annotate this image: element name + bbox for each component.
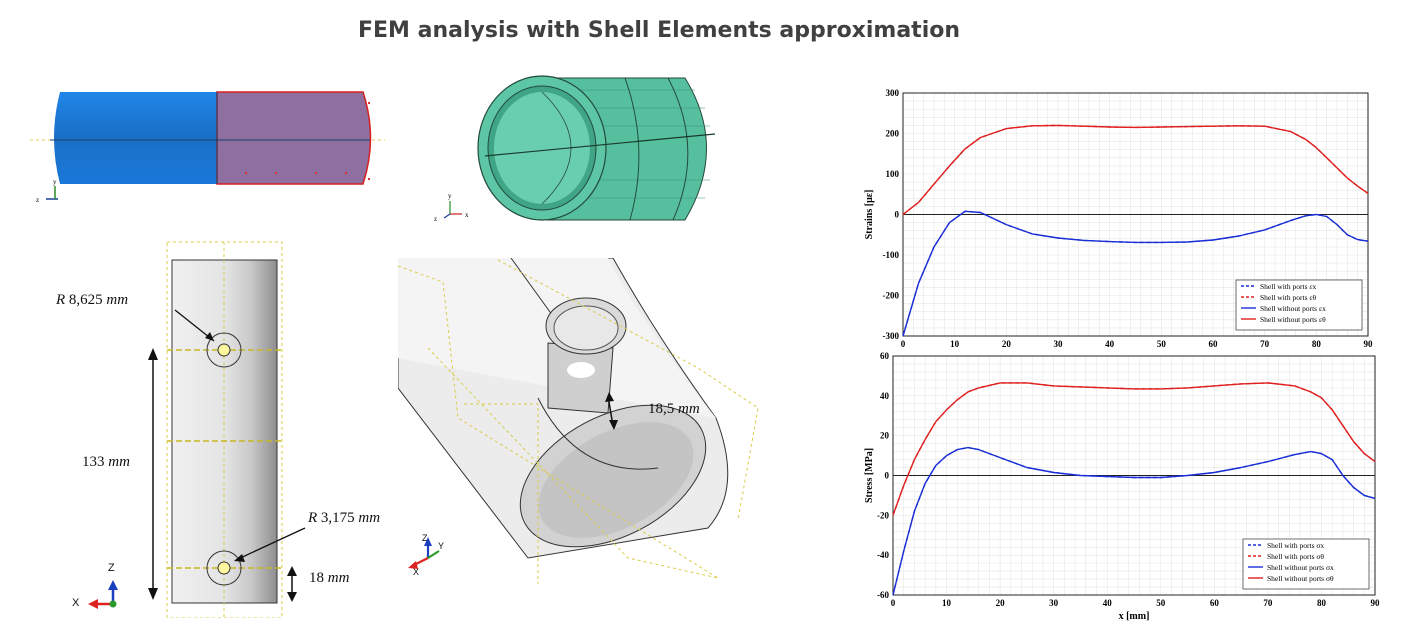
series-line-0 bbox=[902, 210, 1369, 337]
y-tick-label: -20 bbox=[877, 510, 889, 520]
legend-label: Shell without ports σx bbox=[1267, 563, 1334, 572]
axis-label: y bbox=[53, 178, 57, 186]
y-tick-label: -200 bbox=[883, 291, 900, 301]
x-tick-label: 30 bbox=[1054, 339, 1064, 349]
axis-label: Y bbox=[438, 541, 445, 551]
x-tick-label: 60 bbox=[1209, 339, 1219, 349]
x-axis-label: x [mm] bbox=[1119, 611, 1150, 622]
y-tick-label: 0 bbox=[895, 210, 900, 220]
x-tick-label: 10 bbox=[942, 598, 952, 608]
axis-label: z bbox=[434, 215, 437, 223]
x-tick-label: 40 bbox=[1103, 598, 1113, 608]
large-radius-label: R 8,625 mm bbox=[56, 292, 129, 308]
x-tick-label: 60 bbox=[1210, 598, 1220, 608]
series-line-3 bbox=[892, 382, 1376, 516]
axis-label: Z bbox=[422, 533, 428, 543]
axis-label: Z bbox=[108, 562, 115, 574]
page-title: FEM analysis with Shell Elements approxi… bbox=[358, 18, 961, 43]
legend-label: Shell with ports σθ bbox=[1267, 552, 1324, 561]
axis-triad-icon bbox=[88, 580, 118, 609]
y-tick-label: 300 bbox=[886, 88, 900, 98]
axis-label: X bbox=[72, 597, 80, 609]
x-tick-label: 90 bbox=[1364, 339, 1374, 349]
y-tick-label: 40 bbox=[880, 391, 890, 401]
axis-label: z bbox=[36, 196, 39, 204]
series-line-1 bbox=[892, 382, 1376, 516]
y-axis-label: Strains [με] bbox=[864, 190, 875, 240]
axis-triad-icon bbox=[408, 537, 440, 569]
y-tick-label: 100 bbox=[886, 169, 900, 179]
axis-triad-icon: y z x bbox=[434, 192, 469, 223]
port-closeup-view bbox=[398, 258, 759, 584]
strain-chart: 0 10 20 30 40 50 60 70 80 90 -300 -200 -100 0 100 200 30… bbox=[864, 88, 1374, 349]
y-tick-label: -60 bbox=[877, 590, 889, 600]
x-tick-label: 0 bbox=[891, 598, 896, 608]
x-tick-label: 50 bbox=[1156, 598, 1166, 608]
y-tick-label: -40 bbox=[877, 550, 889, 560]
axis-triad-icon: z y bbox=[36, 178, 58, 204]
axis-label: x bbox=[465, 211, 469, 219]
x-tick-label: 80 bbox=[1312, 339, 1322, 349]
x-tick-label: 0 bbox=[901, 339, 906, 349]
y-axis-label: Stress [MPa] bbox=[864, 448, 875, 503]
axis-label: X bbox=[413, 567, 420, 577]
y-tick-label: 20 bbox=[880, 431, 890, 441]
x-tick-label: 80 bbox=[1317, 598, 1327, 608]
series-line-3 bbox=[902, 124, 1369, 216]
cylinder-model-view: z y bbox=[30, 91, 385, 204]
meshed-tube-view: y z x bbox=[434, 75, 716, 223]
axis-label: y bbox=[448, 192, 452, 200]
x-tick-label: 40 bbox=[1105, 339, 1115, 349]
legend-label: Shell with ports εθ bbox=[1260, 293, 1317, 302]
length-label: 133 mm bbox=[82, 454, 130, 470]
y-tick-label: 0 bbox=[885, 471, 890, 481]
offset-label: 18 mm bbox=[309, 570, 350, 586]
port-height-label: 18,5 mm bbox=[648, 401, 700, 417]
series-line-1 bbox=[902, 124, 1369, 216]
stress-chart: 0 10 20 30 40 50 60 70 80 90 -60 -40 -20 0 20 40 60 Stres… bbox=[864, 351, 1381, 622]
y-tick-label: -300 bbox=[883, 331, 900, 341]
legend-label: Shell without ports σθ bbox=[1267, 574, 1334, 583]
legend-label: Shell without ports εθ bbox=[1260, 315, 1326, 324]
x-tick-label: 20 bbox=[1002, 339, 1012, 349]
x-tick-label: 10 bbox=[950, 339, 960, 349]
y-tick-label: 200 bbox=[886, 129, 900, 139]
x-tick-label: 90 bbox=[1371, 598, 1381, 608]
small-radius-label: R 3,175 mm bbox=[308, 510, 381, 526]
legend-label: Shell with ports σx bbox=[1267, 541, 1324, 550]
legend-box bbox=[1242, 538, 1370, 590]
x-tick-label: 50 bbox=[1157, 339, 1167, 349]
x-tick-label: 70 bbox=[1263, 598, 1273, 608]
legend-box bbox=[1235, 279, 1363, 331]
series-line-0 bbox=[892, 446, 1376, 596]
x-tick-label: 20 bbox=[996, 598, 1006, 608]
legend-label: Shell with ports εx bbox=[1260, 282, 1317, 291]
y-tick-label: 60 bbox=[880, 351, 890, 361]
y-tick-label: -100 bbox=[883, 250, 900, 260]
x-tick-label: 30 bbox=[1049, 598, 1059, 608]
dimension-drawing bbox=[88, 241, 306, 618]
x-tick-label: 70 bbox=[1260, 339, 1270, 349]
legend-label: Shell without ports εx bbox=[1260, 304, 1326, 313]
